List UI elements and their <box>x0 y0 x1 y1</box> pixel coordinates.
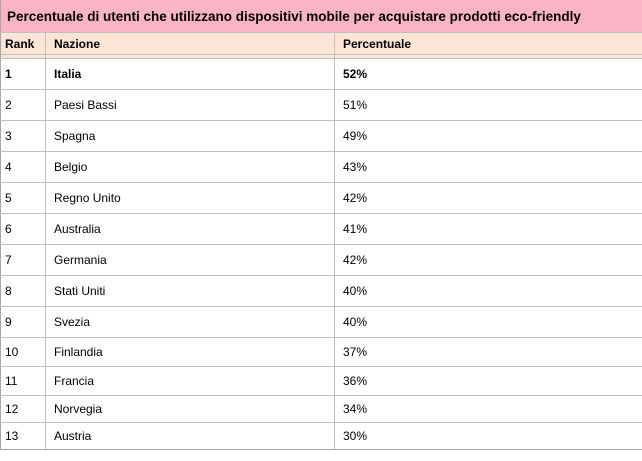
table-row: 7 Germania 42% <box>0 244 642 276</box>
table-row: 11 Francia 36% <box>0 366 642 396</box>
table-row: 2 Paesi Bassi 51% <box>0 89 642 121</box>
column-header-rank: Rank <box>0 32 46 55</box>
percentuale-cell: 34% <box>334 395 642 423</box>
percentuale-cell: 40% <box>334 306 642 338</box>
nazione-cell: Francia <box>45 366 335 396</box>
nazione-cell: Spagna <box>45 120 335 152</box>
rank-cell: 11 <box>0 366 46 396</box>
table-body: 1 Italia 52% 2 Paesi Bassi 51% 3 Spagna … <box>0 58 642 450</box>
percentuale-cell: 41% <box>334 213 642 245</box>
table-row: 8 Stati Uniti 40% <box>0 275 642 307</box>
rank-cell: 1 <box>0 58 46 90</box>
table-row: 4 Belgio 43% <box>0 151 642 183</box>
rank-cell: 10 <box>0 337 46 367</box>
percentuale-cell: 42% <box>334 182 642 214</box>
nazione-cell: Italia <box>45 58 335 90</box>
percentuale-cell: 52% <box>334 58 642 90</box>
nazione-cell: Svezia <box>45 306 335 338</box>
table-row: 5 Regno Unito 42% <box>0 182 642 214</box>
rank-cell: 12 <box>0 395 46 423</box>
table-title: Percentuale di utenti che utilizzano dis… <box>0 0 642 32</box>
nazione-cell: Norvegia <box>45 395 335 423</box>
table-row: 1 Italia 52% <box>0 58 642 90</box>
rank-cell: 3 <box>0 120 46 152</box>
rank-cell: 5 <box>0 182 46 214</box>
rank-cell: 13 <box>0 422 46 450</box>
rank-cell: 7 <box>0 244 46 276</box>
percentuale-cell: 42% <box>334 244 642 276</box>
nazione-cell: Stati Uniti <box>45 275 335 307</box>
table-header-row: Rank Nazione Percentuale <box>0 32 642 55</box>
percentuale-cell: 43% <box>334 151 642 183</box>
nazione-cell: Australia <box>45 213 335 245</box>
nazione-cell: Belgio <box>45 151 335 183</box>
percentuale-cell: 37% <box>334 337 642 367</box>
percentuale-cell: 51% <box>334 89 642 121</box>
table-row: 6 Australia 41% <box>0 213 642 245</box>
data-table: Rank Nazione Percentuale 1 Italia 52% 2 … <box>0 32 642 450</box>
rank-cell: 6 <box>0 213 46 245</box>
table-row: 9 Svezia 40% <box>0 306 642 338</box>
nazione-cell: Finlandia <box>45 337 335 367</box>
rank-cell: 4 <box>0 151 46 183</box>
percentuale-cell: 36% <box>334 366 642 396</box>
nazione-cell: Austria <box>45 422 335 450</box>
table-row: 12 Norvegia 34% <box>0 395 642 423</box>
rank-cell: 9 <box>0 306 46 338</box>
rank-cell: 8 <box>0 275 46 307</box>
column-header-percentuale: Percentuale <box>334 32 642 55</box>
percentuale-cell: 40% <box>334 275 642 307</box>
percentuale-cell: 49% <box>334 120 642 152</box>
rank-cell: 2 <box>0 89 46 121</box>
percentuale-cell: 30% <box>334 422 642 450</box>
nazione-cell: Paesi Bassi <box>45 89 335 121</box>
nazione-cell: Regno Unito <box>45 182 335 214</box>
table-row: 10 Finlandia 37% <box>0 337 642 367</box>
table-row: 13 Austria 30% <box>0 422 642 450</box>
nazione-cell: Germania <box>45 244 335 276</box>
column-header-nazione: Nazione <box>45 32 335 55</box>
table-row: 3 Spagna 49% <box>0 120 642 152</box>
